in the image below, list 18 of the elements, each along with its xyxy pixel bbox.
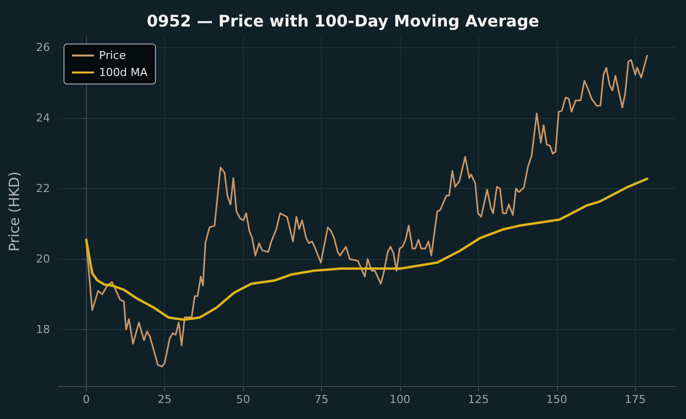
x-tick-label: 25 [158, 393, 172, 406]
legend-label: Price [99, 49, 126, 62]
y-tick-label: 20 [36, 252, 50, 266]
x-tick-label: 175 [624, 393, 646, 406]
y-tick-label: 24 [36, 112, 50, 125]
legend-label: 100d MA [99, 66, 148, 79]
x-tick-label: 100 [389, 393, 410, 406]
x-tick-label: 50 [236, 393, 250, 406]
line-series [85, 178, 648, 321]
y-axis-title: Price (HKD) [7, 171, 23, 252]
y-tick-label: 18 [36, 323, 50, 336]
y-tick-label: 26 [36, 41, 50, 54]
x-tick-label: 75 [314, 393, 329, 406]
y-tick-label: 22 [36, 182, 50, 196]
x-tick-label: 0 [82, 393, 90, 406]
x-tick-label: 125 [468, 393, 489, 406]
x-tick-label: 150 [546, 393, 568, 406]
chart-title: 0952 — Price with 100-Day Moving Average [146, 12, 540, 30]
